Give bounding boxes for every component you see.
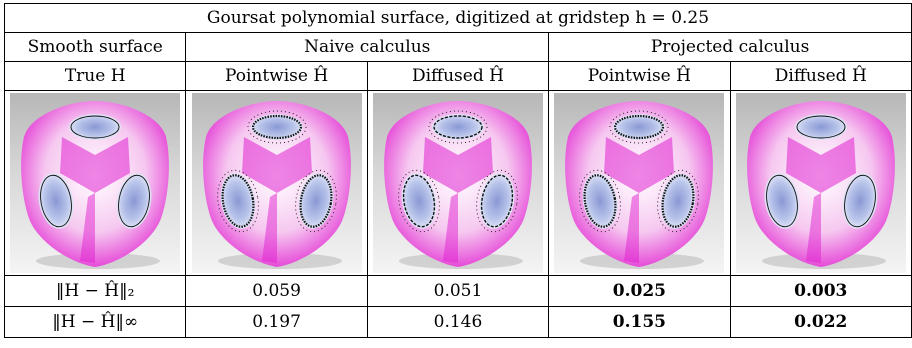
render-patch-fill — [582, 173, 618, 229]
metric-linf-projected-pointwise: 0.155 — [548, 306, 731, 338]
render-magenta-ridge — [805, 193, 821, 263]
col-header-projected-pointwise: Pointwise Ĥ — [548, 61, 731, 91]
render-contour-line — [402, 174, 436, 228]
render-face-patch — [579, 169, 622, 233]
render-magenta-ridge — [422, 137, 493, 193]
render-contour-line — [221, 174, 255, 228]
render-contour-line — [433, 115, 483, 139]
render-patch-fill — [401, 173, 437, 229]
render-patch-fill — [38, 173, 74, 229]
surface-render-image — [554, 93, 725, 273]
render-true-h — [3, 90, 187, 276]
surface-render-image — [191, 93, 362, 273]
render-contour-line — [118, 174, 151, 228]
render-contour-line — [765, 174, 798, 228]
col-header-naive-diffused: Diffused Ĥ — [366, 61, 550, 91]
render-contour-line — [583, 174, 617, 228]
metric-l2-label: ‖H − Ĥ‖₂ — [3, 275, 187, 307]
table-title: Goursat polynomial surface, digitized at… — [4, 3, 912, 33]
render-noise-contour — [428, 110, 488, 144]
render-magenta-ridge — [624, 193, 640, 263]
render-patch-fill — [431, 114, 484, 140]
group-projected-calculus: Projected calculus — [548, 32, 912, 62]
render-contour-line — [843, 174, 876, 228]
render-magenta-ridge — [241, 137, 312, 193]
render-magenta-ridge — [604, 137, 675, 193]
render-naive-pointwise — [185, 90, 368, 276]
render-face-patch — [398, 169, 440, 233]
group-smooth-surface: Smooth surface — [3, 32, 187, 62]
render-patch-fill — [842, 173, 878, 229]
surface-render-image — [372, 93, 543, 273]
render-face-patch — [216, 169, 259, 233]
render-magenta-ridge — [60, 137, 131, 193]
render-face-patch — [794, 114, 847, 140]
render-patch-fill — [116, 173, 152, 229]
render-face-patch — [609, 110, 669, 144]
metric-linf-label: ‖H − Ĥ‖∞ — [3, 306, 187, 338]
render-contour-line — [480, 174, 514, 228]
render-noise-contour — [216, 169, 259, 233]
metric-l2-naive-pointwise: 0.059 — [185, 275, 368, 307]
render-face-patch — [116, 173, 152, 229]
render-noise-contour — [247, 110, 307, 144]
metric-l2-naive-diffused: 0.051 — [366, 275, 550, 307]
render-contour-line — [614, 114, 665, 140]
col-header-naive-pointwise: Pointwise Ĥ — [185, 61, 368, 91]
render-contour-line — [796, 115, 846, 139]
render-contour-line — [661, 174, 695, 228]
render-projected-pointwise — [548, 90, 731, 276]
render-face-patch — [69, 114, 122, 140]
render-face-patch — [38, 173, 74, 229]
surface-render-image — [10, 93, 181, 273]
render-magenta-ridge — [80, 193, 96, 263]
render-patch-fill — [220, 173, 256, 229]
render-contour-line — [299, 174, 333, 228]
render-projected-diffused — [729, 90, 912, 276]
render-patch-fill — [479, 173, 515, 229]
results-table-container: Goursat polynomial surface, digitized at… — [3, 3, 912, 338]
metric-linf-naive-pointwise: 0.197 — [185, 306, 368, 338]
metric-linf-projected-diffused: 0.022 — [729, 306, 912, 338]
render-patch-fill — [660, 173, 696, 229]
group-naive-calculus: Naive calculus — [185, 32, 550, 62]
render-patch-fill — [250, 114, 303, 140]
render-magenta-ridge — [261, 193, 277, 263]
render-patch-fill — [613, 114, 666, 140]
render-contour-line — [70, 115, 120, 139]
render-magenta-ridge — [785, 137, 856, 193]
render-patch-fill — [764, 173, 800, 229]
render-face-patch — [247, 110, 307, 144]
results-table: Goursat polynomial surface, digitized at… — [3, 3, 912, 338]
render-noise-contour — [609, 110, 669, 144]
col-header-projected-diffused: Diffused Ĥ — [729, 61, 912, 91]
render-noise-contour — [579, 169, 622, 233]
render-face-patch — [428, 110, 488, 144]
metric-l2-projected-diffused: 0.003 — [729, 275, 912, 307]
render-face-patch — [842, 173, 878, 229]
render-naive-diffused — [366, 90, 550, 276]
render-noise-contour — [398, 169, 440, 233]
render-patch-fill — [298, 173, 334, 229]
render-patch-fill — [794, 114, 847, 140]
render-face-patch — [764, 173, 800, 229]
render-magenta-ridge — [442, 193, 458, 263]
render-contour-line — [251, 114, 302, 140]
render-patch-fill — [69, 114, 122, 140]
col-header-true-h: True H — [3, 61, 187, 91]
render-contour-line — [40, 174, 73, 228]
metric-l2-projected-pointwise: 0.025 — [548, 275, 731, 307]
surface-render-image — [735, 93, 906, 273]
metric-linf-naive-diffused: 0.146 — [366, 306, 550, 338]
